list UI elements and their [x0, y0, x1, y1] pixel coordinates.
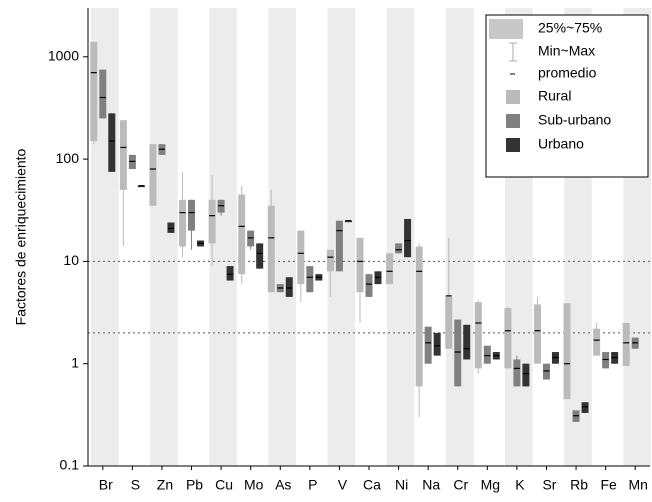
- legend-label: promedio: [538, 65, 597, 81]
- box: [404, 218, 412, 258]
- legend-label: 25%~75%: [538, 20, 602, 36]
- x-tick-label: Cu: [215, 477, 233, 493]
- box: [433, 332, 441, 356]
- x-tick-label: S: [131, 477, 140, 493]
- box: [602, 352, 610, 369]
- box: [483, 345, 491, 364]
- box: [454, 319, 462, 387]
- x-tick-label: Br: [99, 477, 113, 493]
- box: [513, 359, 521, 387]
- x-tick-label: Rb: [570, 477, 588, 493]
- x-tick-label: K: [515, 477, 525, 493]
- box: [335, 220, 343, 272]
- box: [326, 249, 334, 272]
- box: [188, 199, 196, 231]
- band-shade: [445, 8, 474, 466]
- legend-key-box: [489, 19, 523, 39]
- box: [119, 120, 127, 190]
- x-tick-label: Pb: [186, 477, 203, 493]
- box: [247, 230, 255, 247]
- box: [533, 304, 541, 364]
- box: [622, 322, 630, 366]
- box: [474, 302, 482, 369]
- y-tick-label: 0.1: [60, 457, 80, 473]
- box: [424, 326, 432, 364]
- y-tick-label: 1000: [48, 48, 79, 64]
- box: [90, 41, 98, 142]
- x-tick-label: Ni: [395, 477, 408, 493]
- x-tick-label: Mn: [628, 477, 647, 493]
- box: [386, 253, 394, 285]
- legend-label: Min~Max: [538, 43, 595, 59]
- x-tick-label: As: [275, 477, 291, 493]
- x-tick-label: Mo: [244, 477, 264, 493]
- box: [149, 144, 157, 206]
- box: [593, 328, 601, 356]
- box: [581, 402, 589, 413]
- box: [504, 308, 512, 369]
- box: [238, 194, 246, 275]
- box: [395, 243, 403, 254]
- box: [226, 266, 234, 281]
- x-tick-label: Mg: [481, 477, 500, 493]
- x-tick-label: V: [338, 477, 348, 493]
- legend-swatch: [506, 90, 520, 104]
- box: [137, 185, 145, 188]
- box: [415, 246, 423, 387]
- y-axis-label: Factores de enriquecimiento: [13, 148, 29, 325]
- x-tick-label: Sr: [542, 477, 556, 493]
- box: [99, 69, 107, 119]
- box: [542, 363, 550, 380]
- legend-swatch: [506, 138, 520, 152]
- y-tick-label: 1: [71, 354, 79, 370]
- box: [179, 199, 187, 247]
- box: [267, 205, 275, 293]
- box: [522, 363, 530, 387]
- box: [356, 237, 364, 293]
- box: [563, 303, 571, 400]
- legend-label: Rural: [538, 88, 571, 104]
- x-tick-label: Na: [422, 477, 440, 493]
- band-shade: [150, 8, 178, 466]
- x-tick-label: Fe: [600, 477, 617, 493]
- box: [306, 266, 314, 293]
- box: [344, 220, 352, 223]
- x-tick-label: Cr: [453, 477, 468, 493]
- box: [365, 274, 373, 297]
- legend-label: Urbano: [538, 136, 584, 152]
- box: [445, 296, 453, 349]
- x-tick-label: Zn: [157, 477, 173, 493]
- y-tick-label: 100: [56, 150, 80, 166]
- legend-swatch: [506, 114, 520, 128]
- box: [208, 199, 216, 244]
- box: [463, 324, 471, 360]
- box: [285, 277, 293, 297]
- x-tick-label: P: [308, 477, 317, 493]
- box: [297, 230, 305, 285]
- legend-label: Sub-urbano: [538, 112, 611, 128]
- y-tick-label: 10: [63, 252, 79, 268]
- x-tick-label: Ca: [363, 477, 381, 493]
- box: [108, 113, 116, 172]
- box: [256, 243, 264, 269]
- box: [167, 222, 175, 233]
